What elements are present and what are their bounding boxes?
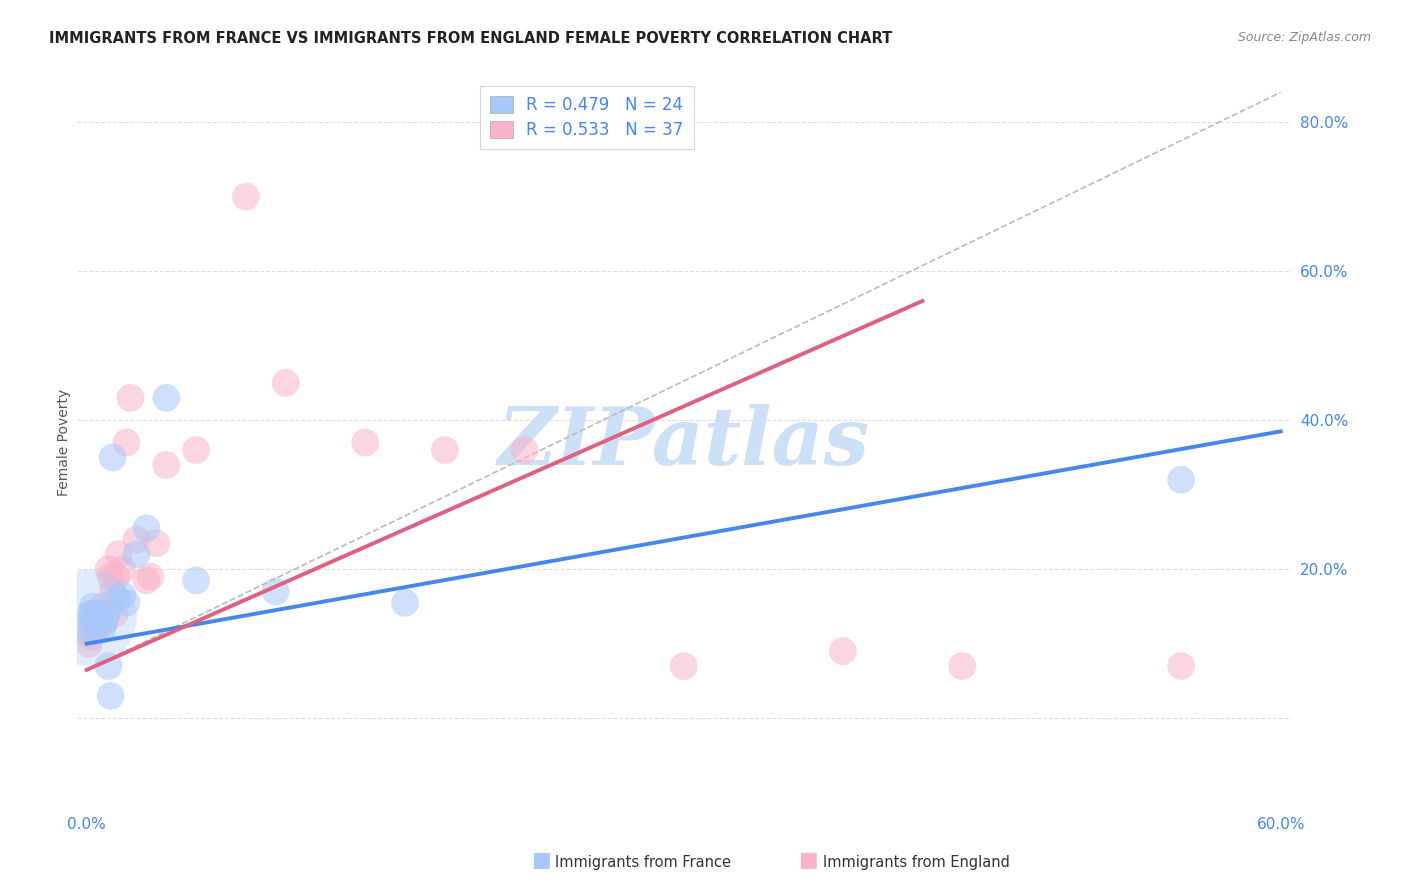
Point [86, 607, 108, 621]
Point [93, 615, 115, 629]
Point [115, 596, 138, 610]
Point [77, 622, 100, 636]
Point [82, 599, 104, 614]
Point [125, 547, 148, 561]
Point [101, 584, 124, 599]
Point [87, 615, 110, 629]
Point [96, 607, 118, 621]
Point [97, 562, 120, 576]
Point [831, 644, 853, 658]
Point [83, 615, 105, 629]
Point [125, 533, 148, 547]
Point [91, 622, 114, 636]
Point [394, 596, 416, 610]
Point [107, 547, 129, 561]
Point [433, 442, 456, 457]
Point [135, 521, 157, 535]
Point [155, 458, 177, 472]
Point [235, 189, 257, 203]
Point [100, 570, 122, 584]
Point [82, 615, 104, 629]
Legend: R = 0.479   N = 24, R = 0.533   N = 37: R = 0.479 N = 24, R = 0.533 N = 37 [479, 86, 693, 149]
Point [135, 574, 157, 588]
Point [111, 588, 134, 602]
Text: ■: ■ [531, 850, 551, 870]
Point [101, 450, 124, 465]
Text: ■: ■ [799, 850, 818, 870]
Point [91, 599, 114, 614]
Point [82, 607, 104, 621]
Point [86, 622, 108, 636]
Point [1170, 473, 1192, 487]
Point [105, 592, 128, 607]
Point [950, 659, 973, 673]
Text: Source: ZipAtlas.com: Source: ZipAtlas.com [1237, 31, 1371, 45]
Text: Immigrants from France: Immigrants from France [555, 855, 731, 870]
Point [111, 562, 134, 576]
Point [139, 570, 162, 584]
Point [274, 376, 297, 390]
Point [155, 391, 177, 405]
Point [87, 615, 110, 629]
Point [82, 622, 104, 636]
Point [1170, 659, 1192, 673]
Point [120, 391, 142, 405]
Point [103, 607, 125, 621]
Point [97, 659, 120, 673]
Point [79, 629, 101, 643]
Point [184, 574, 207, 588]
Point [96, 607, 118, 621]
Point [90, 607, 112, 621]
Point [100, 689, 122, 703]
Point [90, 607, 112, 621]
Text: IMMIGRANTS FROM FRANCE VS IMMIGRANTS FROM ENGLAND FEMALE POVERTY CORRELATION CHA: IMMIGRANTS FROM FRANCE VS IMMIGRANTS FRO… [49, 31, 893, 46]
Y-axis label: Female Poverty: Female Poverty [58, 389, 72, 496]
Point [672, 659, 695, 673]
Point [79, 607, 101, 621]
Point [77, 637, 100, 651]
Text: ZIPatlas: ZIPatlas [498, 404, 870, 482]
Point [115, 435, 138, 450]
Point [145, 536, 167, 550]
Point [184, 442, 207, 457]
Point [93, 615, 115, 629]
Point [105, 570, 128, 584]
Text: Immigrants from England: Immigrants from England [823, 855, 1010, 870]
Point [513, 442, 536, 457]
Point [354, 435, 377, 450]
Point [86, 622, 108, 636]
Point [79, 615, 101, 629]
Point [77, 610, 100, 624]
Point [83, 607, 105, 621]
Point [264, 584, 287, 599]
